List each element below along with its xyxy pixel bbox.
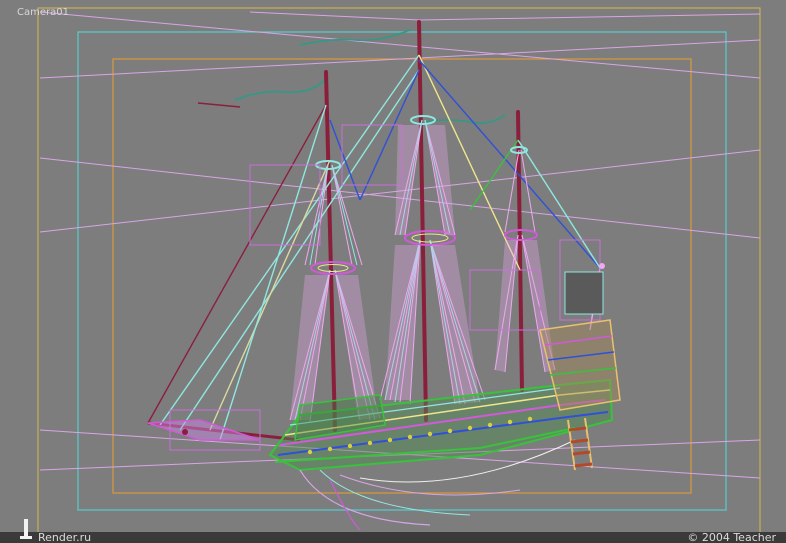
viewport-label[interactable]: Camera01 bbox=[17, 7, 69, 18]
site-credit: Render.ru bbox=[38, 531, 92, 543]
pennant-streamer bbox=[197, 102, 241, 108]
stern-lantern-block bbox=[564, 271, 604, 315]
ratline-panels bbox=[290, 125, 555, 420]
shrouds-fore-cyan bbox=[294, 164, 376, 421]
perspective-guides bbox=[39, 11, 761, 479]
copyright-credit: © 2004 Teacher bbox=[687, 531, 776, 543]
safe-frame-action bbox=[77, 31, 727, 511]
stern-ladder bbox=[567, 417, 593, 471]
ship-hull bbox=[268, 319, 621, 531]
stay-anchor-point bbox=[599, 263, 605, 269]
footer-strip bbox=[0, 532, 786, 543]
mast-tops bbox=[310, 115, 538, 275]
shrouds-fore bbox=[289, 164, 381, 423]
gun-ports bbox=[307, 416, 533, 455]
shrouds-mizzen bbox=[494, 149, 556, 373]
shrouds-main-cyan bbox=[384, 119, 481, 405]
stays-rigging bbox=[147, 54, 601, 441]
render-ru-logo-icon bbox=[20, 519, 32, 539]
shrouds-main bbox=[379, 119, 486, 405]
masts bbox=[324, 20, 524, 432]
pennant-flags bbox=[234, 29, 506, 124]
bow-head bbox=[147, 419, 261, 441]
bow-ornament bbox=[182, 429, 188, 435]
